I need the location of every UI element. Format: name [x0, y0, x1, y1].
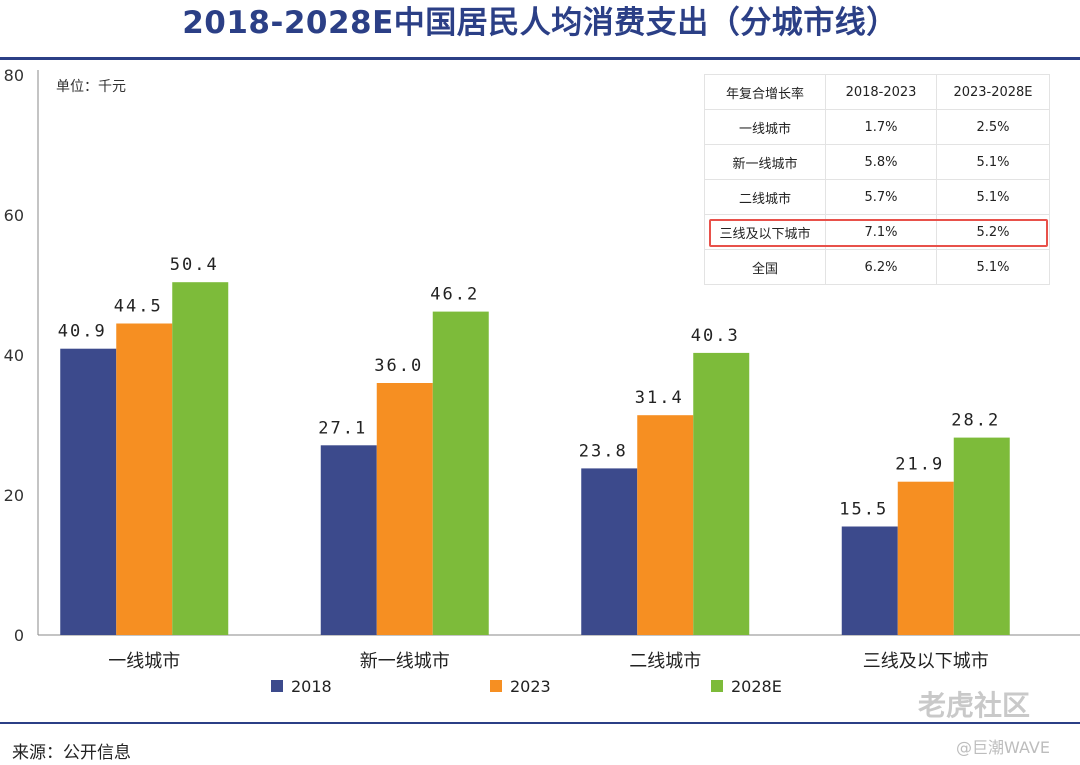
- bar: [581, 468, 638, 635]
- table-cell: 5.1%: [936, 179, 1050, 215]
- y-tick-label: 20: [4, 486, 24, 505]
- data-label: 27.1: [318, 418, 367, 438]
- bar-chart: 0 20 40 60 80 单位：千元 40.9 44.5 50.4 一线城市 27.1 36.0 46…: [4, 66, 1080, 696]
- data-label: 31.4: [635, 388, 684, 408]
- table-header-cell: 2018-2023: [825, 74, 937, 110]
- bar: [320, 445, 377, 635]
- data-label: 44.5: [114, 297, 163, 317]
- table-cell: 5.7%: [825, 179, 937, 215]
- legend-label: 2028E: [731, 677, 782, 696]
- bar: [841, 526, 898, 635]
- table-cell: 5.1%: [936, 249, 1050, 285]
- table-header-row: 年复合增长率 2018-2023 2023-2028E: [704, 74, 1050, 110]
- data-label: 28.2: [951, 411, 1000, 431]
- legend-label: 2018: [291, 677, 332, 696]
- table-row: 新一线城市 5.8% 5.1%: [704, 144, 1050, 180]
- title-divider: [0, 57, 1080, 60]
- table-cell: 5.1%: [936, 144, 1050, 180]
- table-cell: 5.2%: [936, 214, 1050, 250]
- y-tick-label: 40: [4, 346, 24, 365]
- data-label: 46.2: [430, 285, 479, 305]
- bar: [897, 481, 954, 635]
- legend-swatch: [711, 680, 723, 692]
- watermark-logo: 老虎社区: [918, 689, 1031, 722]
- y-tick-label: 60: [4, 206, 24, 225]
- y-tick-label: 80: [4, 66, 24, 85]
- x-tick-label: 新一线城市: [360, 651, 450, 672]
- table-cell: 7.1%: [825, 214, 937, 250]
- table-header-cell: 年复合增长率: [704, 74, 826, 110]
- table-cell: 全国: [704, 249, 826, 285]
- table-row: 全国 6.2% 5.1%: [704, 249, 1050, 285]
- table-cell: 1.7%: [825, 109, 937, 145]
- bar: [60, 348, 117, 635]
- table-cell: 新一线城市: [704, 144, 826, 180]
- table-cell: 一线城市: [704, 109, 826, 145]
- bar: [693, 352, 750, 635]
- bar: [637, 415, 694, 635]
- legend-swatch: [490, 680, 502, 692]
- cagr-table: 年复合增长率 2018-2023 2023-2028E 一线城市 1.7% 2.…: [704, 74, 1050, 285]
- unit-label: 单位：千元: [56, 79, 126, 95]
- table-cell: 二线城市: [704, 179, 826, 215]
- footer-divider: [0, 722, 1080, 724]
- x-tick-label: 二线城市: [629, 651, 701, 672]
- bar: [376, 383, 433, 635]
- legend-label: 2023: [510, 677, 551, 696]
- y-tick-label: 0: [14, 626, 24, 645]
- table-cell: 三线及以下城市: [704, 214, 826, 250]
- table-row: 二线城市 5.7% 5.1%: [704, 179, 1050, 215]
- watermark-handle: @巨潮WAVE: [956, 738, 1050, 757]
- bar: [432, 311, 489, 635]
- data-label: 50.4: [170, 255, 219, 275]
- table-cell: 2.5%: [936, 109, 1050, 145]
- table-cell: 6.2%: [825, 249, 937, 285]
- table-row: 一线城市 1.7% 2.5%: [704, 109, 1050, 145]
- data-label: 40.9: [58, 322, 107, 342]
- bar: [953, 437, 1010, 635]
- data-label: 36.0: [374, 356, 423, 376]
- data-label: 23.8: [579, 441, 628, 461]
- data-label: 15.5: [839, 500, 888, 520]
- x-tick-label: 三线及以下城市: [863, 651, 989, 672]
- data-label: 40.3: [691, 326, 740, 346]
- table-cell: 5.8%: [825, 144, 937, 180]
- table-row-highlighted: 三线及以下城市 7.1% 5.2%: [704, 214, 1050, 250]
- table-header-cell: 2023-2028E: [936, 74, 1050, 110]
- x-tick-label: 一线城市: [108, 651, 180, 672]
- bar: [116, 323, 173, 635]
- data-label: 21.9: [895, 455, 944, 475]
- bar: [172, 282, 229, 635]
- chart-title: 2018-2028E中国居民人均消费支出（分城市线）: [182, 5, 898, 41]
- legend-swatch: [271, 680, 283, 692]
- source-note: 来源：公开信息: [12, 743, 131, 763]
